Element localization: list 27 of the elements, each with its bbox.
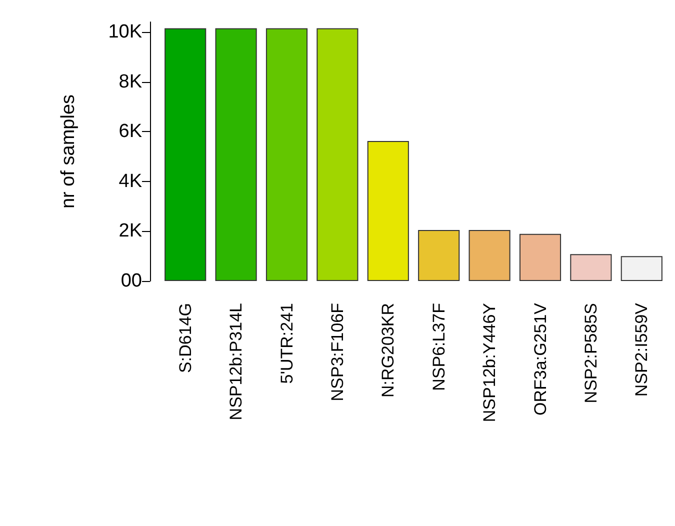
x-tick-label: S:D614G xyxy=(176,303,195,373)
x-tick-label: NSP12b:Y446Y xyxy=(480,303,500,422)
y-tick-label: 00 xyxy=(120,270,142,292)
bar xyxy=(570,254,612,281)
y-tick-label: 10K xyxy=(108,21,142,42)
bar xyxy=(367,141,409,281)
y-tick-label: 6K xyxy=(118,121,142,142)
x-tick-label: N:RG203KR xyxy=(378,303,398,398)
bar xyxy=(164,28,206,281)
bar xyxy=(266,28,308,281)
bar xyxy=(418,230,460,281)
bar xyxy=(468,230,510,281)
y-tick-label: 2K xyxy=(118,220,142,242)
y-tick-label: 4K xyxy=(118,170,142,192)
y-axis-title: nr of samples xyxy=(58,94,79,209)
x-tick-label: NSP2:I559V xyxy=(632,302,652,397)
x-tick-label: NSP3:F106F xyxy=(328,303,347,402)
x-tick-label: NSP6:L37F xyxy=(429,303,448,391)
bar xyxy=(215,28,257,281)
bar xyxy=(316,28,358,281)
x-tick-label: NSP12b:P314L xyxy=(226,303,246,420)
bar xyxy=(620,256,662,281)
x-tick-label: ORF3a:G251V xyxy=(530,302,550,416)
x-tick-label: NSP2:P585S xyxy=(581,303,600,404)
y-tick-label: 8K xyxy=(118,71,142,92)
bar xyxy=(519,234,562,281)
x-tick-label: 5'UTR:241 xyxy=(277,303,296,384)
